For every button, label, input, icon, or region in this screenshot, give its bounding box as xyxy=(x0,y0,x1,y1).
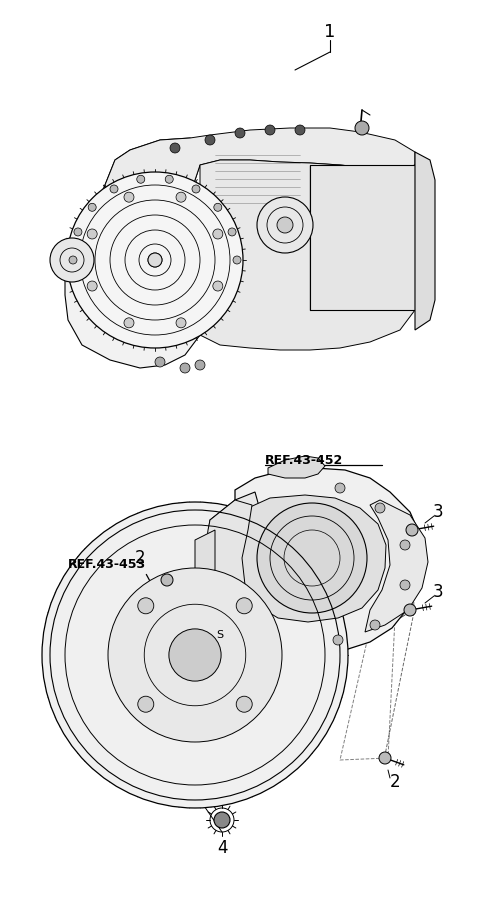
Circle shape xyxy=(233,256,241,264)
Polygon shape xyxy=(415,152,435,330)
Text: 4: 4 xyxy=(217,839,227,857)
Polygon shape xyxy=(195,530,215,580)
Text: 2: 2 xyxy=(135,549,145,567)
Circle shape xyxy=(213,281,223,291)
Circle shape xyxy=(235,128,245,138)
Polygon shape xyxy=(205,492,260,638)
Circle shape xyxy=(379,752,391,764)
Circle shape xyxy=(214,203,222,211)
Circle shape xyxy=(214,812,230,828)
Circle shape xyxy=(236,696,252,712)
Circle shape xyxy=(67,172,243,348)
Circle shape xyxy=(277,217,293,233)
Circle shape xyxy=(295,125,305,135)
Text: REF.43-453: REF.43-453 xyxy=(68,558,146,572)
Text: 3: 3 xyxy=(432,503,444,521)
Circle shape xyxy=(69,256,77,264)
Circle shape xyxy=(87,281,97,291)
Circle shape xyxy=(236,598,252,613)
Circle shape xyxy=(169,629,221,681)
Text: REF.43-452: REF.43-452 xyxy=(265,454,343,467)
Circle shape xyxy=(180,363,190,373)
Circle shape xyxy=(370,620,380,630)
Polygon shape xyxy=(195,160,415,350)
Circle shape xyxy=(137,175,145,183)
Circle shape xyxy=(335,483,345,493)
Circle shape xyxy=(195,360,205,370)
Text: 2: 2 xyxy=(390,773,400,791)
Polygon shape xyxy=(365,500,428,632)
Circle shape xyxy=(108,568,282,742)
Circle shape xyxy=(400,580,410,590)
Circle shape xyxy=(138,696,154,712)
Circle shape xyxy=(375,503,385,513)
Polygon shape xyxy=(220,468,422,655)
Circle shape xyxy=(265,125,275,135)
Circle shape xyxy=(124,192,134,202)
Circle shape xyxy=(205,135,215,145)
Circle shape xyxy=(87,229,97,239)
Polygon shape xyxy=(268,456,325,478)
Circle shape xyxy=(50,238,94,282)
Polygon shape xyxy=(105,128,415,210)
Circle shape xyxy=(406,524,418,536)
Circle shape xyxy=(124,318,134,328)
Circle shape xyxy=(74,228,82,236)
Circle shape xyxy=(170,143,180,153)
Text: 3: 3 xyxy=(432,583,444,601)
Polygon shape xyxy=(65,138,205,368)
Circle shape xyxy=(161,574,173,586)
Circle shape xyxy=(110,185,118,193)
Circle shape xyxy=(155,357,165,367)
Circle shape xyxy=(257,197,313,253)
Circle shape xyxy=(176,318,186,328)
Polygon shape xyxy=(238,495,386,622)
Polygon shape xyxy=(310,165,415,310)
Circle shape xyxy=(355,121,369,135)
Circle shape xyxy=(192,185,200,193)
Circle shape xyxy=(148,253,162,267)
Circle shape xyxy=(42,502,348,808)
Polygon shape xyxy=(202,500,252,635)
Circle shape xyxy=(165,175,173,183)
Text: S: S xyxy=(216,630,224,640)
Circle shape xyxy=(176,192,186,202)
Circle shape xyxy=(88,203,96,211)
Circle shape xyxy=(213,229,223,239)
Circle shape xyxy=(138,598,154,613)
Circle shape xyxy=(257,503,367,613)
Text: 1: 1 xyxy=(324,23,336,41)
Circle shape xyxy=(400,540,410,550)
Circle shape xyxy=(333,635,343,645)
Circle shape xyxy=(228,228,236,236)
Circle shape xyxy=(404,604,416,616)
